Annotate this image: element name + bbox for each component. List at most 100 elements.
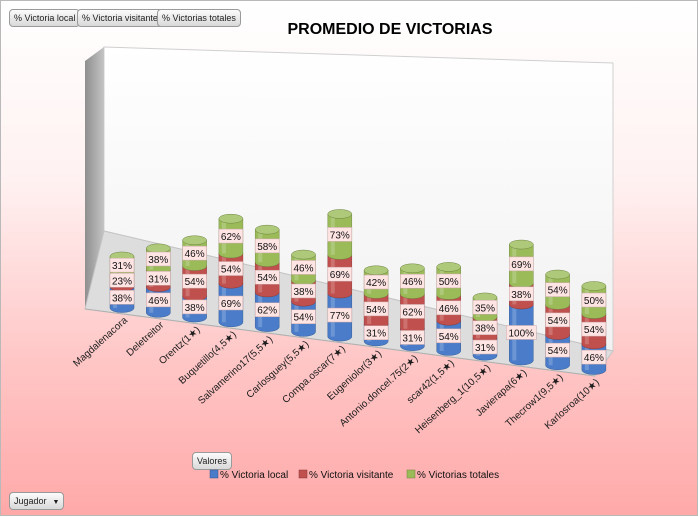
category-label-0: Magdalenacora — [71, 315, 130, 370]
legend-label-visitante: % Victoria visitante — [309, 470, 394, 481]
svg-text:77%: 77% — [330, 311, 350, 322]
data-labels-layer: 38% 23% 31% 46% 31% 38% 38% 54% 46% 69% 54% 62% 62% 5… — [109, 227, 607, 365]
data-label-local-4: 62% — [254, 302, 280, 317]
side-wall — [85, 47, 104, 309]
svg-text:46%: 46% — [293, 263, 313, 274]
data-label-visitante-8: 62% — [400, 304, 425, 319]
svg-text:69%: 69% — [330, 270, 350, 281]
data-label-totales-6: 73% — [327, 227, 353, 242]
svg-text:69%: 69% — [511, 260, 531, 271]
category-label-8: Antonio.doncel.75(2★) — [338, 353, 421, 429]
data-label-totales-4: 58% — [254, 238, 280, 254]
data-label-visitante-0: 23% — [109, 273, 135, 288]
data-label-totales-2: 46% — [182, 245, 207, 261]
data-label-totales-7: 42% — [363, 274, 389, 290]
category-label-10: Heisenberg_1(10,5★) — [413, 363, 493, 436]
data-label-local-10: 31% — [472, 339, 498, 355]
legend-swatch-local — [209, 469, 219, 479]
row-field-dropdown[interactable]: Jugador ▼ — [9, 492, 65, 510]
data-label-visitante-10: 38% — [472, 320, 498, 335]
data-label-visitante-11: 38% — [509, 286, 534, 302]
svg-text:54%: 54% — [548, 286, 568, 297]
svg-text:62%: 62% — [257, 306, 277, 317]
field-button-totales[interactable]: % Victorias totales — [157, 9, 241, 27]
svg-text:69%: 69% — [221, 299, 241, 310]
svg-text:46%: 46% — [439, 304, 459, 315]
legend-label-local: % Victoria local — [220, 470, 288, 481]
svg-text:31%: 31% — [366, 329, 386, 340]
svg-text:62%: 62% — [221, 232, 241, 243]
data-label-totales-12: 54% — [545, 282, 570, 297]
svg-text:54%: 54% — [185, 277, 205, 288]
data-label-visitante-2: 54% — [182, 273, 207, 289]
data-label-totales-0: 31% — [109, 257, 135, 273]
data-label-totales-3: 62% — [218, 228, 244, 244]
svg-text:31%: 31% — [148, 274, 168, 285]
data-label-local-7: 31% — [363, 325, 389, 340]
data-label-totales-1: 38% — [146, 251, 171, 267]
legend: % Victoria local % Victoria visitante % Vi… — [209, 469, 499, 481]
svg-text:54%: 54% — [548, 316, 568, 327]
legend-item-visitante: % Victoria visitante — [298, 469, 394, 481]
svg-text:73%: 73% — [330, 230, 350, 241]
data-label-local-12: 54% — [545, 342, 570, 358]
dropdown-arrow-icon: ▼ — [52, 499, 60, 506]
data-label-totales-9: 50% — [436, 273, 461, 289]
data-label-visitante-9: 46% — [436, 300, 461, 316]
svg-text:46%: 46% — [185, 249, 205, 260]
legend-swatch-totales — [406, 469, 416, 479]
legend-swatch-visitante — [298, 469, 308, 479]
data-label-local-13: 46% — [581, 349, 607, 365]
legend-label-totales: % Victorias totales — [417, 470, 499, 481]
data-label-local-9: 54% — [436, 328, 461, 344]
data-label-visitante-7: 54% — [363, 301, 389, 317]
data-label-local-2: 38% — [182, 299, 207, 315]
data-label-local-0: 38% — [109, 290, 135, 305]
data-label-local-1: 46% — [146, 292, 171, 308]
svg-text:54%: 54% — [584, 325, 604, 336]
svg-text:38%: 38% — [112, 293, 132, 304]
data-label-local-6: 77% — [327, 307, 353, 323]
data-label-local-8: 31% — [400, 330, 425, 345]
svg-text:54%: 54% — [221, 265, 241, 276]
svg-text:35%: 35% — [475, 303, 495, 314]
chart-title: PROMEDIO DE VICTORIAS — [287, 21, 492, 38]
svg-text:46%: 46% — [148, 296, 168, 307]
values-field-button[interactable]: Valores — [192, 452, 232, 470]
data-label-totales-5: 46% — [291, 260, 316, 275]
svg-text:38%: 38% — [511, 290, 531, 301]
data-label-visitante-5: 38% — [291, 283, 316, 299]
legend-item-local: % Victoria local — [209, 469, 288, 481]
data-label-totales-13: 50% — [581, 292, 607, 308]
svg-text:100%: 100% — [509, 328, 535, 339]
svg-text:54%: 54% — [548, 346, 568, 357]
svg-text:38%: 38% — [475, 324, 495, 335]
data-label-totales-8: 46% — [400, 273, 425, 289]
data-label-visitante-1: 31% — [146, 271, 171, 286]
svg-text:46%: 46% — [584, 353, 604, 364]
svg-text:50%: 50% — [439, 277, 459, 288]
svg-text:46%: 46% — [402, 277, 422, 288]
svg-text:38%: 38% — [185, 303, 205, 314]
svg-text:31%: 31% — [475, 343, 495, 354]
data-label-visitante-6: 69% — [327, 266, 353, 282]
svg-text:31%: 31% — [112, 261, 132, 272]
svg-text:54%: 54% — [293, 313, 313, 324]
svg-text:54%: 54% — [439, 332, 459, 343]
category-label-1: Deletreitor — [125, 319, 167, 358]
svg-text:23%: 23% — [112, 276, 132, 287]
row-field-label: Jugador — [14, 496, 47, 506]
svg-text:38%: 38% — [148, 255, 168, 266]
data-label-local-5: 54% — [291, 309, 316, 324]
svg-text:58%: 58% — [257, 242, 277, 253]
data-label-local-3: 69% — [218, 295, 244, 311]
data-label-visitante-13: 54% — [581, 321, 607, 337]
svg-text:54%: 54% — [257, 273, 277, 284]
svg-text:50%: 50% — [584, 296, 604, 307]
data-label-totales-10: 35% — [472, 300, 498, 315]
data-label-visitante-12: 54% — [545, 312, 570, 328]
svg-text:54%: 54% — [366, 305, 386, 316]
svg-text:42%: 42% — [366, 278, 386, 289]
